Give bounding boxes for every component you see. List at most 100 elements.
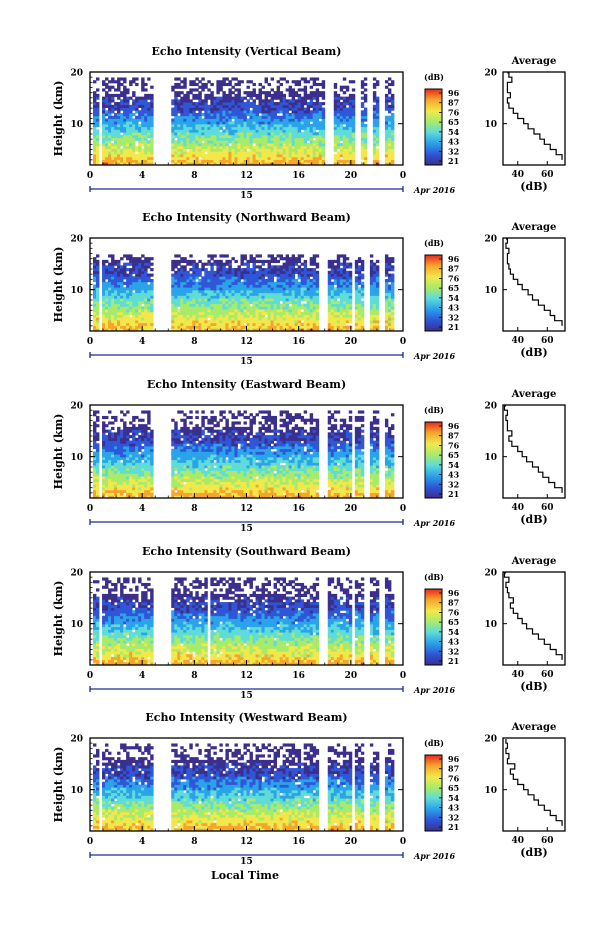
heatmap-cell <box>322 121 325 124</box>
heatmap-cell <box>355 268 358 271</box>
heatmap-cell <box>120 476 123 479</box>
heatmap-cell <box>177 304 180 307</box>
heatmap-cell <box>132 482 135 485</box>
heatmap-cell <box>376 268 379 271</box>
heatmap-cell <box>361 113 364 116</box>
heatmap-cell <box>228 271 231 274</box>
heatmap-cell <box>135 77 138 80</box>
heatmap-cell <box>171 149 174 152</box>
heatmap-cell <box>304 317 307 320</box>
heatmap-cell <box>108 287 111 290</box>
heatmap-cell <box>337 127 340 130</box>
heatmap-cell <box>225 315 228 318</box>
heatmap-cell <box>93 132 96 135</box>
heatmap-cell <box>388 110 391 113</box>
heatmap-cell <box>301 287 304 290</box>
heatmap-cell <box>253 306 256 309</box>
heatmap-cell <box>105 260 108 263</box>
heatmap-cell <box>171 295 174 298</box>
heatmap-cell <box>277 306 280 309</box>
heatmap-cell <box>349 276 352 279</box>
heatmap-cell <box>93 127 96 130</box>
heatmap-cell <box>207 138 210 141</box>
heatmap-cell <box>295 315 298 318</box>
heatmap-cell <box>192 110 195 113</box>
heatmap-cell <box>373 77 376 80</box>
heatmap-cell <box>271 124 274 127</box>
heatmap-cell <box>96 493 99 496</box>
heatmap-cell <box>343 149 346 152</box>
heatmap-cell <box>286 323 289 326</box>
heatmap-cell <box>138 263 141 266</box>
heatmap-cell <box>216 282 219 285</box>
heatmap-cell <box>343 113 346 116</box>
heatmap-cell <box>171 154 174 157</box>
heatmap-cell <box>210 265 213 268</box>
heatmap-cell <box>171 108 174 111</box>
heatmap-cell <box>289 268 292 271</box>
heatmap-cell <box>201 282 204 285</box>
heatmap-cell <box>292 306 295 309</box>
heatmap-cell <box>364 129 367 132</box>
heatmap-cell <box>274 298 277 301</box>
heatmap-cell <box>126 135 129 138</box>
heatmap-cell <box>349 317 352 320</box>
heatmap-cell <box>222 99 225 102</box>
heatmap-cell <box>177 149 180 152</box>
heatmap-cell <box>334 105 337 108</box>
heatmap-cell <box>108 410 111 413</box>
heatmap-cell <box>201 127 204 130</box>
heatmap-cell <box>144 129 147 132</box>
heatmap-cell <box>105 482 108 485</box>
heatmap-cell <box>126 268 129 271</box>
heatmap-cell <box>316 282 319 285</box>
heatmap-cell <box>114 487 117 490</box>
heatmap-cell <box>141 295 144 298</box>
heatmap-cell <box>192 293 195 296</box>
heatmap-cell <box>189 110 192 113</box>
heatmap-cell <box>376 157 379 160</box>
heatmap-cell <box>346 274 349 277</box>
heatmap-cell <box>213 306 216 309</box>
heatmap-cell <box>132 119 135 122</box>
heatmap-cell <box>259 290 262 293</box>
heatmap-cell <box>120 435 123 438</box>
heatmap-cell <box>96 482 99 485</box>
heatmap-cell <box>265 157 268 160</box>
heatmap-cell <box>138 97 141 100</box>
heatmap-cell <box>135 471 138 474</box>
heatmap-cell <box>174 287 177 290</box>
heatmap-cell <box>289 124 292 127</box>
heatmap-cell <box>96 449 99 452</box>
heatmap-cell <box>123 298 126 301</box>
heatmap-cell <box>370 265 373 268</box>
heatmap-cell <box>132 471 135 474</box>
heatmap-cell <box>174 83 177 86</box>
heatmap-cell <box>219 154 222 157</box>
heatmap-cell <box>237 317 240 320</box>
heatmap-cell <box>117 97 120 100</box>
heatmap-cell <box>253 257 256 260</box>
heatmap-cell <box>204 129 207 132</box>
heatmap-cell <box>120 315 123 318</box>
heatmap-cell <box>271 113 274 116</box>
heatmap-cell <box>195 132 198 135</box>
heatmap-cell <box>280 160 283 163</box>
heatmap-cell <box>310 274 313 277</box>
heatmap-cell <box>340 317 343 320</box>
heatmap-cell <box>192 260 195 263</box>
heatmap-cell <box>274 293 277 296</box>
heatmap-cell <box>340 315 343 318</box>
heatmap-cell <box>96 121 99 124</box>
heatmap-cell <box>174 276 177 279</box>
heatmap-cell <box>243 320 246 323</box>
heatmap-cell <box>271 298 274 301</box>
heatmap-cell <box>301 146 304 149</box>
heatmap-cell <box>210 99 213 102</box>
heatmap-cell <box>319 143 322 146</box>
heatmap-cell <box>198 306 201 309</box>
heatmap-cell <box>96 116 99 119</box>
heatmap-cell <box>234 304 237 307</box>
heatmap-cell <box>183 83 186 86</box>
heatmap-cell <box>346 304 349 307</box>
